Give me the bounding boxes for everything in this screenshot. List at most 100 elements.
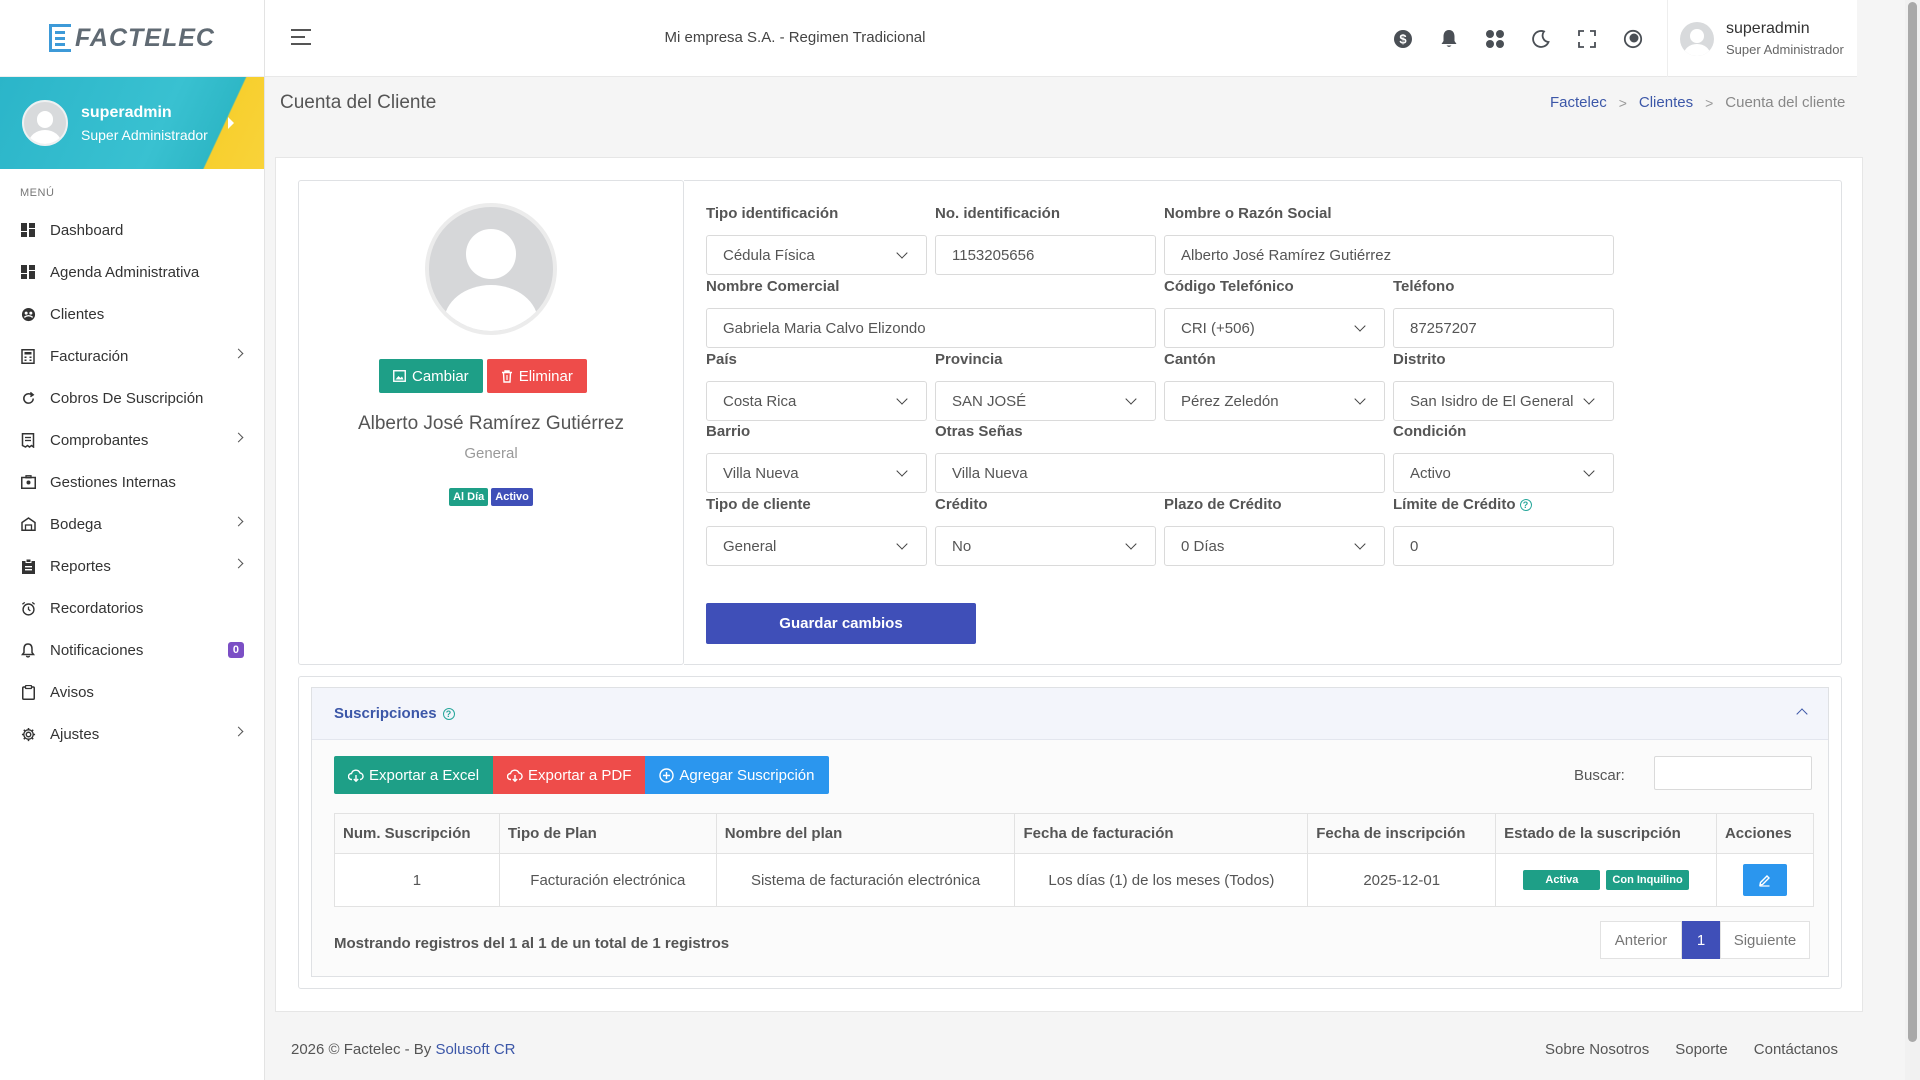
district-label: Distrito xyxy=(1393,351,1446,368)
column-header[interactable]: Estado de la suscripción xyxy=(1495,813,1717,854)
country-select[interactable]: Costa Rica xyxy=(706,381,927,421)
sidebar-item-agenda[interactable]: Agenda Administrativa xyxy=(0,251,264,293)
reports-icon xyxy=(20,558,36,574)
pagination-previous[interactable]: Anterior xyxy=(1600,921,1682,959)
alarm-icon xyxy=(20,600,36,616)
column-header[interactable]: Fecha de inscripción xyxy=(1307,813,1497,854)
column-header[interactable]: Num. Suscripción xyxy=(334,813,500,854)
district-select[interactable]: San Isidro de El General xyxy=(1393,381,1614,421)
page-title: Cuenta del Cliente xyxy=(280,92,437,113)
notification-count-badge: 0 xyxy=(227,642,244,658)
table-row: 1 Facturación electrónica Sistema de fac… xyxy=(334,853,1815,907)
credit-limit-value: 0 xyxy=(1410,537,1419,555)
trade-name-input[interactable]: Gabriela Maria Calvo Elizondo xyxy=(706,308,1156,348)
image-icon xyxy=(393,370,406,382)
sidebar-user-card[interactable]: superadmin Super Administrador xyxy=(0,77,264,169)
phone-code-select[interactable]: CRI (+506) xyxy=(1164,308,1385,348)
company-link[interactable]: Solusoft CR xyxy=(435,1041,516,1058)
export-excel-label: Exportar a Excel xyxy=(369,766,480,784)
export-pdf-button[interactable]: Exportar a PDF xyxy=(493,756,646,794)
sidebar-item-cobros[interactable]: Cobros De Suscripción xyxy=(0,377,264,419)
phone-value: 87257207 xyxy=(1410,319,1477,337)
sidebar-item-facturacion[interactable]: Facturación xyxy=(0,335,264,377)
dark-mode-moon-icon[interactable] xyxy=(1528,26,1554,52)
fullscreen-icon[interactable] xyxy=(1574,26,1600,52)
currency-icon[interactable]: $ xyxy=(1390,26,1416,52)
footer-link-support[interactable]: Soporte xyxy=(1675,1041,1728,1058)
sidebar-item-avisos[interactable]: Avisos xyxy=(0,671,264,713)
breadcrumb-current: Cuenta del cliente xyxy=(1725,94,1846,111)
delete-photo-button[interactable]: Eliminar xyxy=(486,359,587,393)
canton-select[interactable]: Pérez Zeledón xyxy=(1164,381,1385,421)
footer-link-about[interactable]: Sobre Nosotros xyxy=(1545,1041,1650,1058)
caret-right-icon[interactable] xyxy=(228,117,234,129)
change-photo-button[interactable]: Cambiar xyxy=(379,359,483,393)
other-signs-input[interactable]: Villa Nueva xyxy=(935,453,1385,493)
subscriptions-header[interactable]: Suscripciones ? xyxy=(312,688,1828,740)
province-select[interactable]: SAN JOSÉ xyxy=(935,381,1156,421)
help-icon[interactable]: ? xyxy=(442,707,455,720)
sidebar-item-gestiones[interactable]: Gestiones Internas xyxy=(0,461,264,503)
column-header[interactable]: Nombre del plan xyxy=(715,813,1016,854)
credit-term-select[interactable]: 0 Días xyxy=(1164,526,1385,566)
neighborhood-select[interactable]: Villa Nueva xyxy=(706,453,927,493)
topbar-user-role: Super Administrador xyxy=(1726,42,1844,57)
chevron-right-icon xyxy=(233,432,244,443)
chevron-up-icon[interactable] xyxy=(1796,708,1808,720)
id-type-value: Cédula Física xyxy=(723,246,815,264)
scrollbar-thumb[interactable] xyxy=(1908,2,1917,1042)
province-label: Provincia xyxy=(935,351,1003,368)
bell-icon[interactable] xyxy=(1436,26,1462,52)
theme-toggle-icon[interactable] xyxy=(1620,26,1646,52)
search-input[interactable] xyxy=(1654,756,1812,790)
pencil-icon xyxy=(1759,874,1771,887)
help-icon[interactable]: ? xyxy=(1519,499,1532,512)
client-type-select[interactable]: General xyxy=(706,526,927,566)
edit-subscription-button[interactable] xyxy=(1742,864,1787,896)
column-header[interactable]: Fecha de facturación xyxy=(1014,813,1309,854)
plus-circle-icon xyxy=(659,767,675,783)
id-number-input[interactable]: 1153205656 xyxy=(935,235,1156,275)
export-excel-button[interactable]: Exportar a Excel xyxy=(334,756,494,794)
sidebar-item-comprobantes[interactable]: Comprobantes xyxy=(0,419,264,461)
credit-select[interactable]: No xyxy=(935,526,1156,566)
dashboard-icon xyxy=(20,222,36,238)
status-badge-up-to-date: Al Día xyxy=(449,488,489,506)
sidebar-item-reportes[interactable]: Reportes xyxy=(0,545,264,587)
condition-select[interactable]: Activo xyxy=(1393,453,1614,493)
sidebar-item-clientes[interactable]: Clientes xyxy=(0,293,264,335)
hamburger-menu-icon[interactable] xyxy=(291,29,311,45)
gear-icon xyxy=(20,726,36,742)
sidebar-item-bodega[interactable]: Bodega xyxy=(0,503,264,545)
condition-value: Activo xyxy=(1410,464,1451,482)
phone-input[interactable]: 87257207 xyxy=(1393,308,1614,348)
credit-limit-label: Límite de Crédito xyxy=(1393,496,1516,513)
pagination-page-1[interactable]: 1 xyxy=(1682,921,1720,959)
credit-limit-label-wrap: Límite de Crédito? xyxy=(1393,496,1532,513)
column-header[interactable]: Tipo de Plan xyxy=(498,813,717,854)
breadcrumb-home-link[interactable]: Factelec xyxy=(1550,94,1607,111)
canton-label: Cantón xyxy=(1164,351,1216,368)
footer-link-contact[interactable]: Contáctanos xyxy=(1753,1041,1838,1058)
invoice-icon xyxy=(20,348,36,364)
add-subscription-button[interactable]: Agregar Suscripción xyxy=(645,756,829,794)
topbar-user-menu[interactable]: superadmin Super Administrador xyxy=(1667,0,1857,77)
sidebar-item-label: Reportes xyxy=(50,557,111,575)
legal-name-input[interactable]: Alberto José Ramírez Gutiérrez xyxy=(1164,235,1614,275)
sidebar-item-ajustes[interactable]: Ajustes xyxy=(0,713,264,755)
sidebar-item-recordatorios[interactable]: Recordatorios xyxy=(0,587,264,629)
id-type-select[interactable]: Cédula Física xyxy=(706,235,927,275)
breadcrumb-clients-link[interactable]: Clientes xyxy=(1638,94,1694,111)
brand-logo: FACTELEC xyxy=(49,24,215,53)
page-scrollbar[interactable] xyxy=(1905,0,1920,1080)
cell-status: Activa Con Inquilino xyxy=(1495,853,1717,907)
brand[interactable]: FACTELEC xyxy=(0,0,264,77)
sidebar-item-dashboard[interactable]: Dashboard xyxy=(0,209,264,251)
clipboard-icon xyxy=(20,684,36,700)
cloud-download-icon xyxy=(507,769,523,782)
save-changes-button[interactable]: Guardar cambios xyxy=(706,603,976,644)
pagination-next[interactable]: Siguiente xyxy=(1720,921,1810,959)
sidebar-item-notificaciones[interactable]: Notificaciones 0 xyxy=(0,629,264,671)
credit-limit-input[interactable]: 0 xyxy=(1393,526,1614,566)
apps-grid-icon[interactable] xyxy=(1482,26,1508,52)
